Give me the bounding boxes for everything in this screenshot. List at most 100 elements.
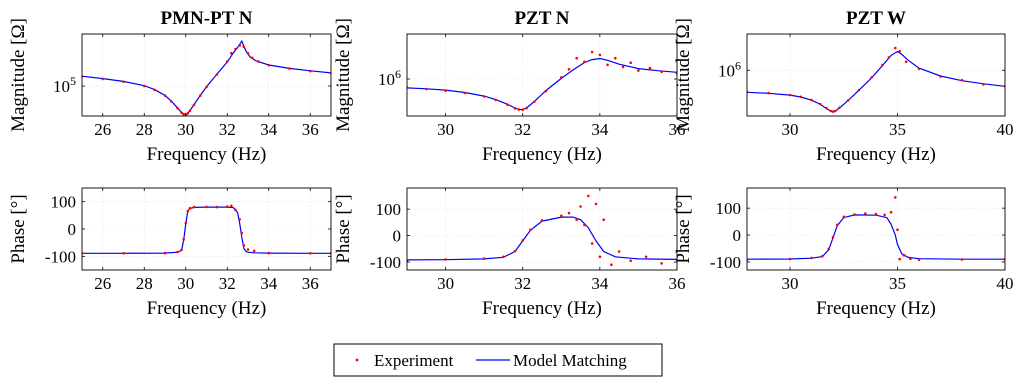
series-line-model-matching xyxy=(407,57,677,111)
x-tick-label: 32 xyxy=(219,274,236,293)
data-point-experiment xyxy=(821,254,824,258)
pmn-pt-n-magnitude-panel: 26 28 30 32 34 36 105 Frequency (Hz) Magnitude [… xyxy=(8,8,332,165)
x-tick-label: 26 xyxy=(94,120,111,139)
data-group xyxy=(747,196,1005,262)
data-point-experiment xyxy=(982,83,985,86)
legend-marker-experiment xyxy=(355,358,359,362)
data-point-experiment xyxy=(575,56,578,60)
data-point-experiment xyxy=(617,250,621,253)
data-point-experiment xyxy=(309,69,312,73)
x-tick-label: 30 xyxy=(782,274,799,293)
data-point-experiment xyxy=(898,257,901,261)
data-point-experiment xyxy=(583,60,586,64)
data-point-experiment xyxy=(238,44,241,47)
x-tick-label: 40 xyxy=(997,274,1014,293)
y-axis-label: Magnitude [Ω] xyxy=(333,18,354,132)
pmn-pt-n-phase-panel: 26 28 30 32 34 36 100 0 -100 Frequency (Hz) Phase … xyxy=(8,187,332,319)
data-point-experiment xyxy=(267,63,271,67)
data-point-experiment xyxy=(887,56,891,59)
data-point-experiment xyxy=(463,91,467,95)
data-point-experiment xyxy=(163,94,167,97)
data-point-experiment xyxy=(238,218,241,221)
data-point-experiment xyxy=(960,78,964,82)
data-group xyxy=(82,39,331,116)
data-point-experiment xyxy=(904,60,908,64)
x-axis-label: Frequency (Hz) xyxy=(147,298,267,319)
data-point-experiment xyxy=(517,108,521,111)
y-axis-label: Phase [°] xyxy=(333,194,354,263)
y-axis-label: Magnitude [Ω] xyxy=(673,18,694,132)
data-point-experiment xyxy=(205,85,208,89)
chart-title: PZT W xyxy=(846,8,906,29)
data-point-experiment xyxy=(176,106,179,110)
data-point-experiment xyxy=(857,88,861,92)
x-tick-label: 30 xyxy=(177,274,194,293)
data-point-experiment xyxy=(842,215,846,219)
data-point-experiment xyxy=(226,205,229,208)
x-axis-label: Frequency (Hz) xyxy=(816,298,936,319)
data-point-experiment xyxy=(230,51,233,55)
chart-title: PMN-PT N xyxy=(161,8,253,29)
data-point-experiment xyxy=(525,106,528,110)
data-group xyxy=(82,204,331,255)
data-point-experiment xyxy=(188,206,192,210)
data-point-experiment xyxy=(309,252,312,255)
axes-box xyxy=(746,187,1006,271)
data-point-experiment xyxy=(425,87,428,91)
data-point-experiment xyxy=(831,235,835,239)
data-point-experiment xyxy=(444,89,447,92)
x-tick-label: 35 xyxy=(889,120,906,139)
legend-box xyxy=(333,343,663,377)
data-point-experiment xyxy=(250,56,254,60)
data-group xyxy=(747,46,1005,113)
data-point-experiment xyxy=(594,202,598,206)
data-point-experiment xyxy=(242,244,246,247)
data-point-experiment xyxy=(182,112,185,116)
x-tick-label: 32 xyxy=(219,120,236,139)
series-line-model-matching xyxy=(407,216,677,261)
data-point-experiment xyxy=(230,204,233,208)
data-point-experiment xyxy=(192,205,196,209)
data-point-experiment xyxy=(629,259,632,263)
pzt-w-magnitude-panel: 30 35 40 106 Frequency (Hz) Magnitude [Ω] PZT … xyxy=(673,8,1014,165)
data-point-experiment xyxy=(215,205,219,209)
y-tick-label: -100 xyxy=(45,247,76,266)
data-point-experiment xyxy=(560,214,563,218)
panels: 26 28 30 32 34 36 105 Frequency (Hz) Magnitude [… xyxy=(8,8,1014,319)
data-point-experiment xyxy=(629,61,632,64)
data-point-experiment xyxy=(242,45,246,48)
data-point-experiment xyxy=(575,218,578,221)
x-axis-label: Frequency (Hz) xyxy=(816,144,936,165)
x-tick-label: 36 xyxy=(302,274,319,293)
data-point-experiment xyxy=(199,94,202,97)
data-point-experiment xyxy=(288,67,291,70)
data-point-experiment xyxy=(583,223,586,227)
y-tick-label: -100 xyxy=(370,253,401,272)
data-point-experiment xyxy=(257,60,260,63)
data-point-experiment xyxy=(182,238,185,241)
x-tick-label: 30 xyxy=(437,274,454,293)
data-point-experiment xyxy=(909,257,912,261)
data-point-experiment xyxy=(122,252,125,255)
data-point-experiment xyxy=(614,56,617,60)
data-point-experiment xyxy=(590,50,594,54)
data-point-experiment xyxy=(660,262,663,265)
y-tick-label: 0 xyxy=(68,220,77,239)
axes-box xyxy=(746,33,1006,117)
data-point-experiment xyxy=(810,256,813,260)
x-axis-label: Frequency (Hz) xyxy=(147,144,267,165)
data-point-experiment xyxy=(648,66,652,70)
data-point-experiment xyxy=(234,47,237,51)
y-tick-label: 100 xyxy=(716,199,742,218)
data-point-experiment xyxy=(521,108,524,111)
x-tick-label: 28 xyxy=(136,120,153,139)
data-point-experiment xyxy=(836,223,839,227)
data-point-experiment xyxy=(246,248,250,251)
data-point-experiment xyxy=(917,67,921,71)
x-tick-label: 34 xyxy=(260,120,278,139)
data-point-experiment xyxy=(215,73,219,76)
data-point-experiment xyxy=(917,258,921,262)
data-point-experiment xyxy=(444,258,447,261)
data-point-experiment xyxy=(644,255,648,259)
data-point-experiment xyxy=(502,255,505,259)
